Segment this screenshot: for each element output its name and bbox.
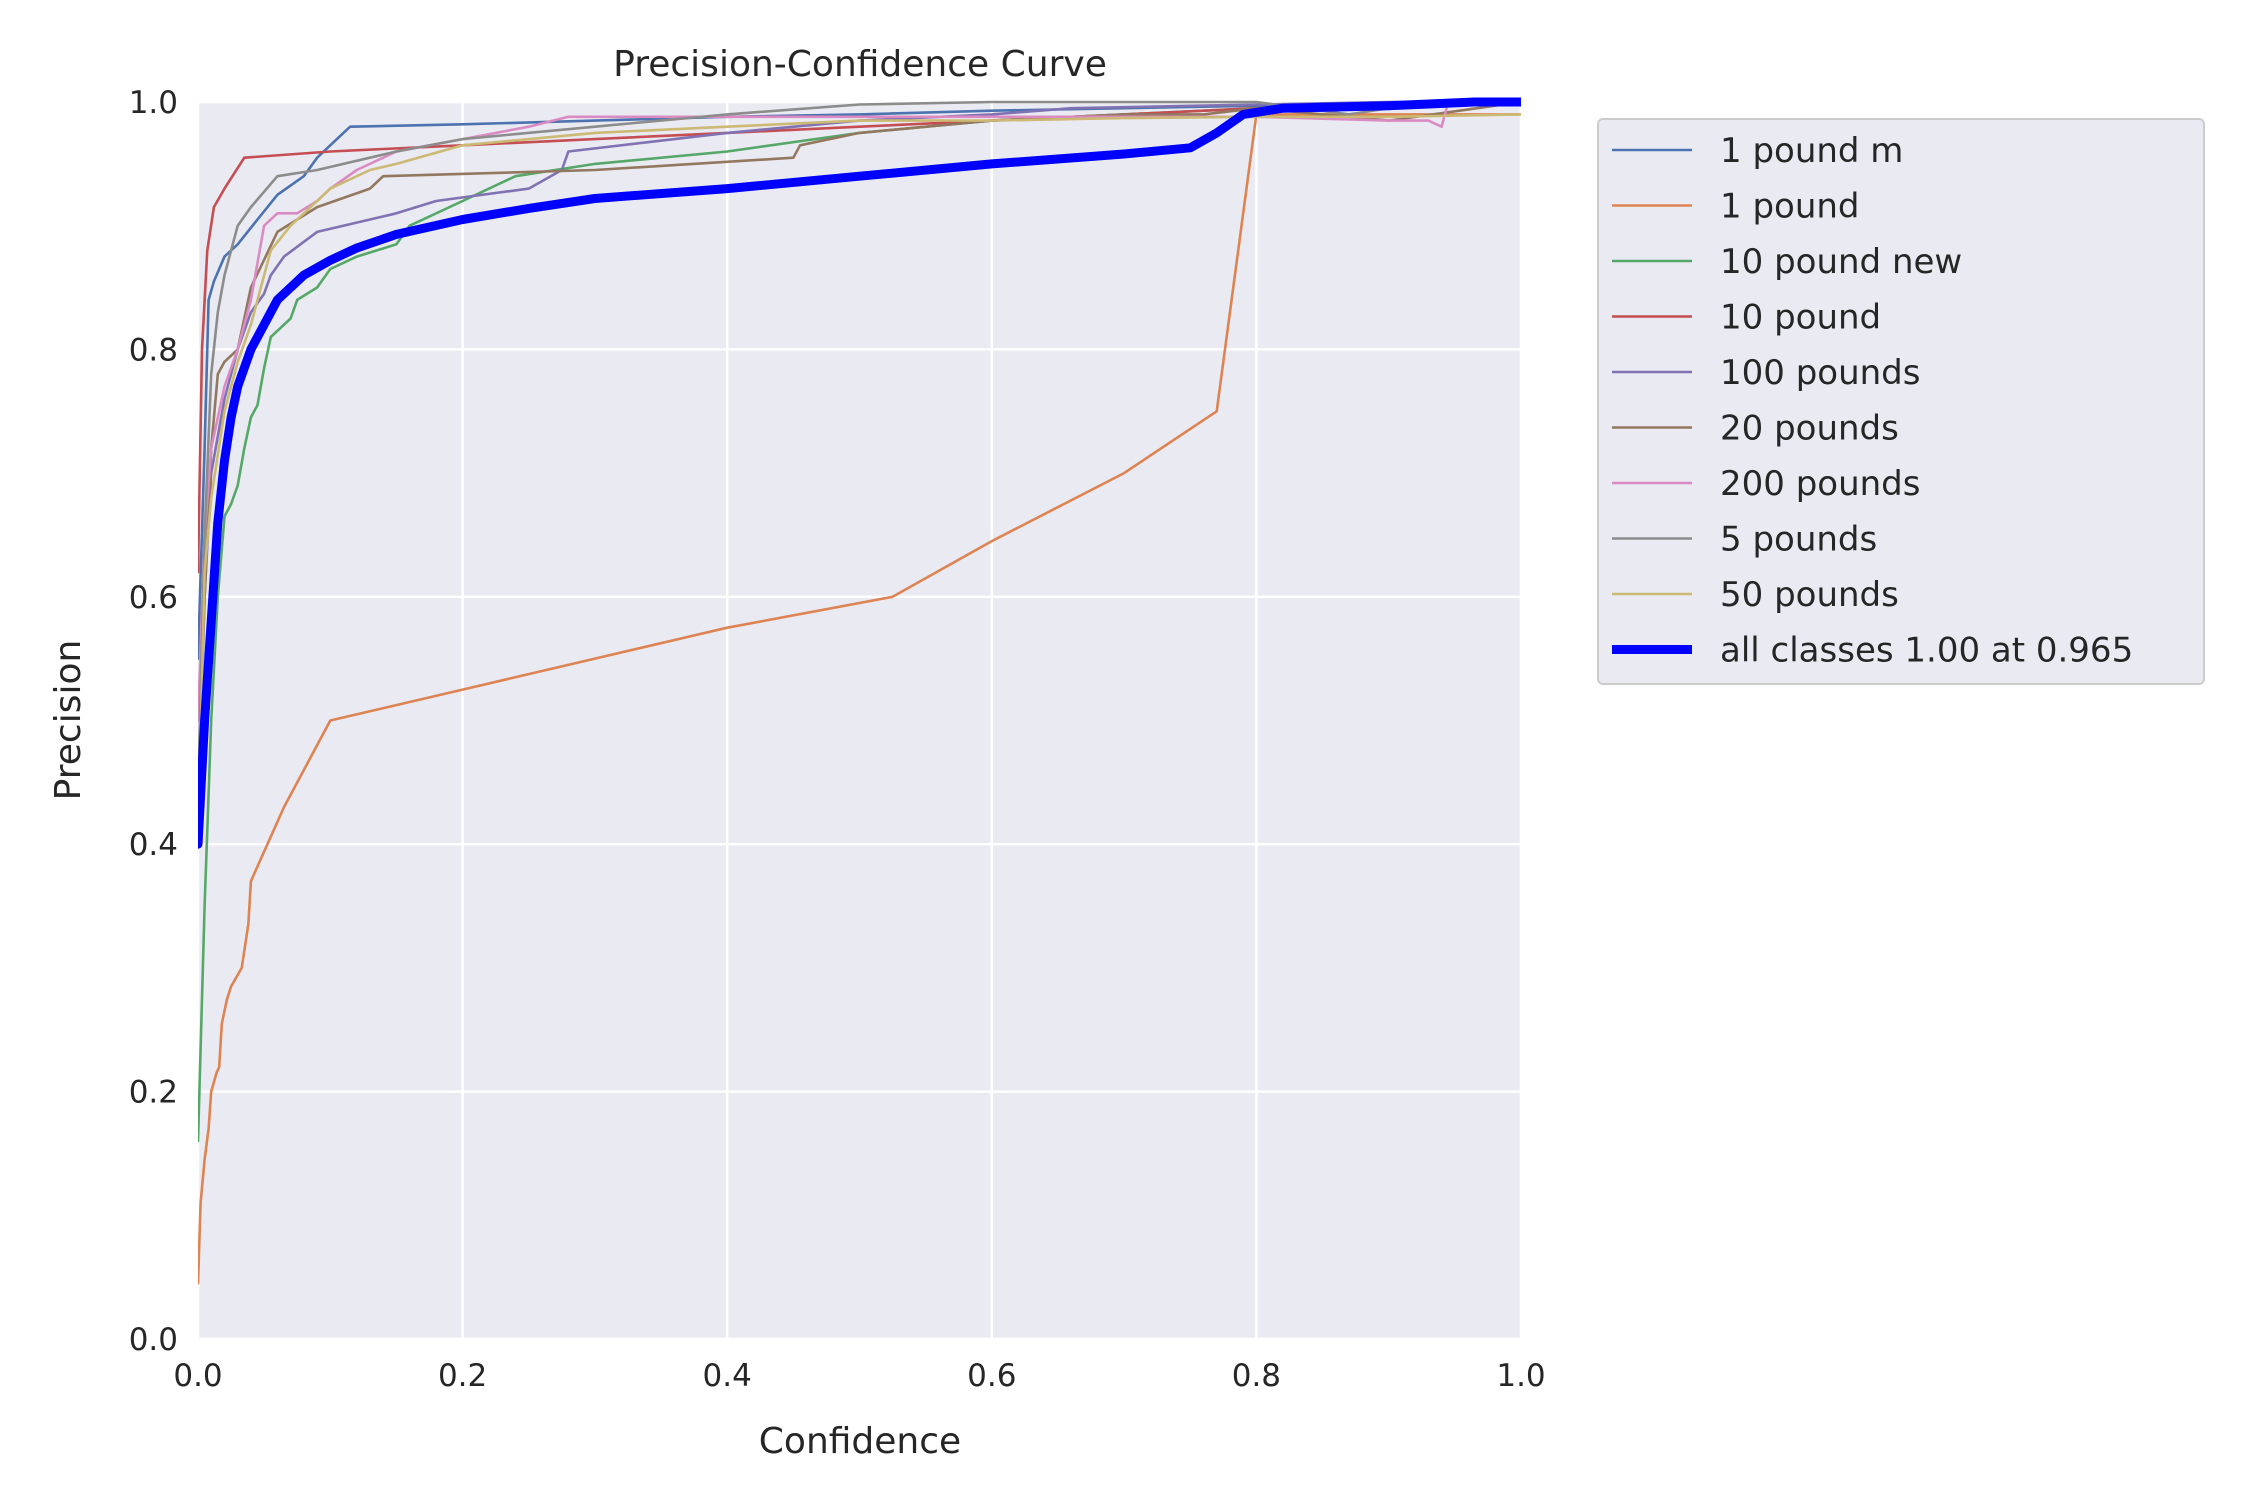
legend-box [1597, 118, 2205, 685]
series-line-8 [198, 113, 1521, 846]
x-axis-ticks: 0.0 0.2 0.4 0.6 0.8 1.0 [173, 1358, 1545, 1394]
x-axis-label: Confidence [759, 1421, 961, 1462]
x-tick-label: 1.0 [1496, 1358, 1545, 1394]
y-tick-label: 0.6 [129, 580, 178, 616]
series-line-9 [198, 97, 1521, 849]
series-line-7 [198, 100, 1521, 797]
legend-label: 1 pound m [1720, 131, 1903, 171]
grid-lines [196, 100, 1523, 1341]
legend-label: 100 pounds [1720, 353, 1920, 393]
legend-label: 200 pounds [1720, 464, 1920, 504]
legend-label: 10 pound new [1720, 242, 1962, 282]
series-line-1 [198, 113, 1521, 1285]
legend-label: 20 pounds [1720, 409, 1899, 449]
y-tick-label: 0.0 [129, 1322, 178, 1358]
legend-label: 10 pound [1720, 298, 1881, 338]
series-line-3 [198, 100, 1521, 574]
series-lines [198, 97, 1521, 1285]
legend: 1 pound m 1 pound 10 pound new 10 pound 100 … [1597, 118, 2205, 685]
chart-title: Precision-Confidence Curve [613, 44, 1107, 85]
x-tick-label: 0.4 [703, 1358, 752, 1394]
legend-label: 1 pound [1720, 187, 1860, 227]
series-line-5 [198, 100, 1521, 784]
legend-label: 5 pounds [1720, 520, 1877, 560]
legend-label: 50 pounds [1720, 575, 1899, 615]
x-tick-label: 0.8 [1232, 1358, 1281, 1394]
y-tick-label: 0.8 [129, 332, 178, 368]
series-line-4 [198, 100, 1521, 821]
y-axis-ticks: 0.0 0.2 0.4 0.6 0.8 1.0 [129, 85, 178, 1358]
x-tick-label: 0.0 [173, 1358, 222, 1394]
y-tick-label: 0.4 [129, 827, 178, 863]
legend-label: all classes 1.00 at 0.965 [1720, 631, 2133, 671]
x-tick-label: 0.2 [438, 1358, 487, 1394]
y-axis-label: Precision [48, 640, 89, 801]
x-tick-label: 0.6 [967, 1358, 1016, 1394]
plot-area [198, 102, 1521, 1339]
y-tick-label: 0.2 [129, 1075, 178, 1111]
y-tick-label: 1.0 [129, 85, 178, 121]
